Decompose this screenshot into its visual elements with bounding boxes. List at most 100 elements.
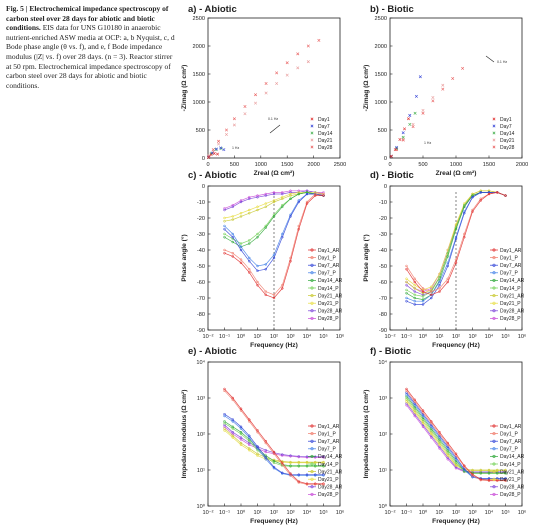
legend-marker-e-Day7_P <box>310 447 314 451</box>
data-point-c-Day28_AR-4 <box>256 195 259 199</box>
data-point-c-Day21_P-1 <box>231 215 234 218</box>
panel-title-e: e) - Abiotic <box>188 346 237 357</box>
legend-label-f-Day14_AR: Day14_AR <box>500 454 525 460</box>
y-tick-label-d-4: -40 <box>379 248 387 254</box>
y-tick-label-a-2: 1000 <box>193 100 205 106</box>
data-point-d-Day7_AR-9 <box>479 191 482 194</box>
data-point-d-Day14_AR-0 <box>405 291 408 295</box>
data-point-c-Day1_AR-4 <box>256 283 259 287</box>
data-point-f-Day7_AR-7 <box>463 467 466 471</box>
data-point-c-Day1_AR-6 <box>272 296 276 300</box>
data-point-d-Day14_P-1 <box>413 293 416 297</box>
data-point-b-Day28-3 <box>411 125 415 129</box>
data-point-e-Day1_AR-10 <box>305 482 309 485</box>
data-point-b-Day7-3 <box>408 113 412 117</box>
legend-marker-f-Day28_P <box>492 492 496 496</box>
series-line-f-Day1_P <box>406 390 506 482</box>
legend-marker-b-Day1 <box>492 117 496 121</box>
data-point-c-Day28_AR-2 <box>239 200 243 204</box>
y-tick-label-f-0: 10⁰ <box>379 503 388 510</box>
legend-label-a-Day21: Day21 <box>318 138 333 144</box>
data-point-a-Day28-10 <box>296 52 300 56</box>
data-point-c-Day1_P-0 <box>223 248 226 252</box>
data-point-e-Day14_AR-6 <box>272 459 276 463</box>
x-tick-label-e-4: 10² <box>270 510 278 516</box>
data-point-c-Day7_P-2 <box>239 245 243 249</box>
legend-label-a-Day1: Day1 <box>318 117 330 123</box>
annotation-b-low: 0.1 Hz <box>497 60 507 64</box>
data-point-c-Day14_AR-4 <box>256 235 259 239</box>
caption-body: EIS data for UNS G10180 in anaerobic nut… <box>6 23 175 90</box>
data-point-b-Day21-5 <box>431 96 435 100</box>
legend-label-b-Day1: Day1 <box>500 117 512 123</box>
data-point-d-Day7_AR-7 <box>463 211 466 215</box>
data-point-e-Day21_AR-10 <box>305 460 309 464</box>
data-point-d-Day28_AR-2 <box>421 293 425 297</box>
data-point-c-Day14_AR-7 <box>281 205 284 209</box>
x-tick-label-f-3: 10¹ <box>435 510 443 516</box>
series-line-e-Day21_P <box>224 430 324 464</box>
data-point-d-Day1_P-1 <box>413 277 416 281</box>
y-axis-label-c: Phase angle (°) <box>180 234 188 281</box>
data-point-d-Day1_AR-3 <box>430 293 433 297</box>
legend-marker-f-Day28_AR <box>492 485 496 489</box>
data-point-f-Day28_AR-6 <box>454 465 458 469</box>
data-point-e-Day1_AR-4 <box>256 429 259 432</box>
data-point-d-Day21_P-3 <box>430 285 433 289</box>
data-point-c-Day21_AR-2 <box>239 215 243 218</box>
legend-label-d-Day21_P: Day21_P <box>500 301 521 307</box>
legend-label-d-Day14_AR: Day14_AR <box>500 278 525 284</box>
data-point-a-Day21-4 <box>232 123 236 127</box>
legend-marker-d-Day1_AR <box>492 248 496 252</box>
data-point-b-Day21-6 <box>441 83 445 87</box>
y-axis-label-b: -Zimag (Ω cm²) <box>363 65 370 112</box>
series-line-c-Day1_P <box>224 193 324 296</box>
legend-marker-e-Day1_AR <box>310 424 314 428</box>
legend-label-d-Day7_AR: Day7_AR <box>500 263 522 269</box>
data-point-c-Day28_AR-0 <box>223 208 226 212</box>
legend-marker-f-Day14_AR <box>492 454 496 458</box>
data-point-c-Day1_AR-11 <box>314 194 317 197</box>
data-point-d-Day14_P-0 <box>405 288 408 292</box>
legend-label-e-Day7_P: Day7_P <box>318 447 336 453</box>
legend-label-c-Day1_AR: Day1_AR <box>318 248 340 254</box>
y-tick-label-f-1: 10¹ <box>379 468 387 474</box>
data-point-e-Day7_AR-12 <box>322 473 325 476</box>
data-point-d-Day21_AR-10 <box>487 189 491 193</box>
y-tick-label-d-1: -10 <box>379 200 387 206</box>
x-tick-label-d-7: 10⁵ <box>501 333 510 340</box>
data-point-a-Day21-3 <box>224 132 228 136</box>
x-tick-label-e-7: 10⁵ <box>319 509 328 516</box>
data-point-b-Day1-0 <box>389 154 393 158</box>
data-point-c-Day1_P-3 <box>248 267 251 271</box>
legend-label-d-Day1_P: Day1_P <box>500 255 518 261</box>
legend-marker-a-Day14 <box>310 131 314 135</box>
legend-label-d-Day7_P: Day7_P <box>500 271 518 277</box>
y-tick-label-e-1: 10¹ <box>197 468 205 474</box>
data-point-c-Day1_AR-7 <box>281 287 284 290</box>
data-point-a-Day28-2 <box>217 139 221 143</box>
data-point-c-Day1_AR-12 <box>322 194 325 197</box>
x-tick-label-b-4: 2000 <box>516 162 528 168</box>
data-point-e-Day7_AR-2 <box>239 425 243 429</box>
series-line-f-Day1_AR <box>406 388 506 481</box>
data-point-c-Day14_AR-1 <box>231 240 234 244</box>
legend-label-e-Day21_AR: Day21_AR <box>318 469 343 475</box>
data-point-f-Day1_AR-0 <box>405 387 408 391</box>
data-point-c-Day28_AR-1 <box>231 205 234 209</box>
legend-marker-a-Day1 <box>310 117 314 121</box>
data-point-a-Day1-3 <box>215 152 220 156</box>
annotation-a-arrow <box>269 124 281 134</box>
data-point-c-Day21_AR-6 <box>272 200 276 204</box>
legend-label-f-Day7_P: Day7_P <box>500 447 518 453</box>
data-point-b-Day7-2 <box>401 131 405 135</box>
data-point-b-Day28-7 <box>451 76 455 80</box>
data-point-d-Day1_AR-8 <box>471 210 474 213</box>
data-point-c-Day28_P-5 <box>264 192 267 196</box>
data-point-e-Day21_AR-12 <box>322 460 325 464</box>
data-point-a-Day28-6 <box>254 93 258 97</box>
y-tick-label-d-9: -90 <box>379 328 387 334</box>
legend-label-e-Day14_AR: Day14_AR <box>318 454 343 460</box>
panel-title-f: f) - Biotic <box>370 346 411 357</box>
x-tick-label-d-8: 10⁶ <box>518 333 527 340</box>
